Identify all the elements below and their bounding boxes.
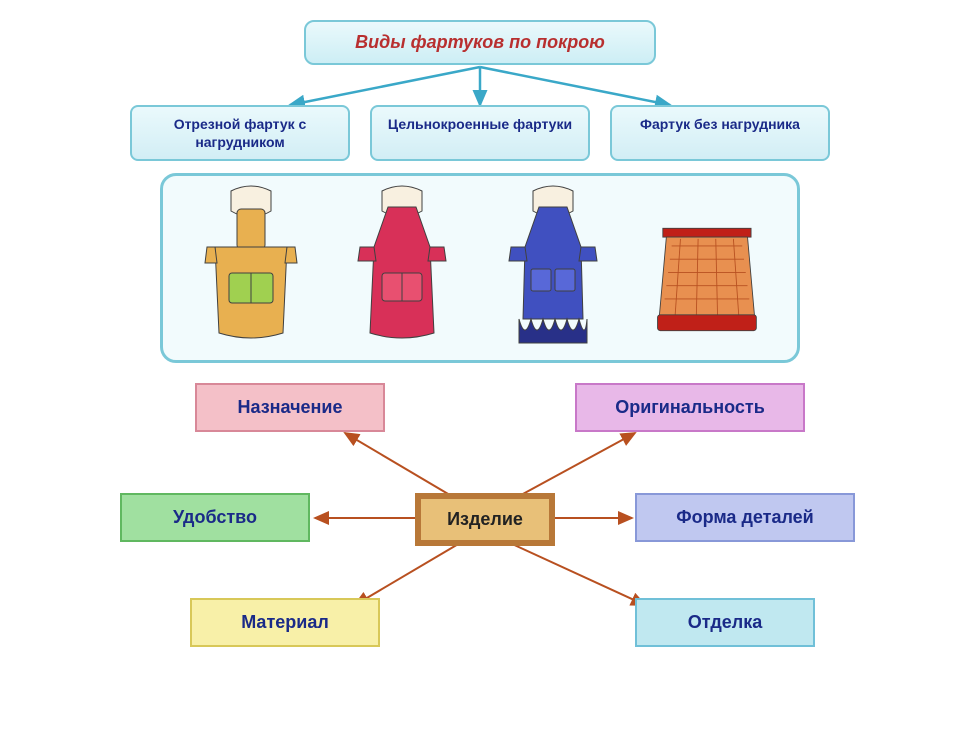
top-tree: Виды фартуков по покрою Отрезной фартук … — [130, 20, 830, 363]
mindmap-node-originality: Оригинальность — [575, 383, 805, 432]
apron-icon-nobib — [654, 193, 760, 343]
category-row: Отрезной фартук с нагрудником Цельнокрое… — [130, 105, 830, 161]
node-label: Форма деталей — [676, 507, 814, 527]
mindmap-center: Изделие — [415, 493, 555, 546]
node-label: Удобство — [173, 507, 257, 527]
category-label: Цельнокроенные фартуки — [388, 116, 572, 132]
image-panel — [160, 173, 800, 363]
node-label: Назначение — [237, 397, 342, 417]
node-label: Материал — [241, 612, 329, 632]
title-text: Виды фартуков по покрою — [355, 32, 605, 52]
category-label: Фартук без нагрудника — [640, 116, 800, 132]
apron-icon-detached — [201, 183, 301, 353]
category-label: Отрезной фартук с нагрудником — [174, 116, 307, 150]
mindmap-node-form: Форма деталей — [635, 493, 855, 542]
category-box-1: Цельнокроенные фартуки — [370, 105, 590, 161]
apron-icon-onepiece-blue — [503, 183, 603, 353]
node-label: Отделка — [688, 612, 762, 632]
apron-icon-onepiece-red — [352, 183, 452, 353]
category-box-2: Фартук без нагрудника — [610, 105, 830, 161]
node-label: Оригинальность — [615, 397, 765, 417]
center-label: Изделие — [447, 509, 523, 529]
tree-arrows — [180, 65, 780, 109]
mindmap-node-comfort: Удобство — [120, 493, 310, 542]
mindmap-node-finish: Отделка — [635, 598, 815, 647]
mindmap-node-material: Материал — [190, 598, 380, 647]
mindmap: Изделие Назначение Оригинальность Удобст… — [80, 383, 880, 663]
title-box: Виды фартуков по покрою — [304, 20, 656, 65]
mindmap-node-purpose: Назначение — [195, 383, 385, 432]
category-box-0: Отрезной фартук с нагрудником — [130, 105, 350, 161]
